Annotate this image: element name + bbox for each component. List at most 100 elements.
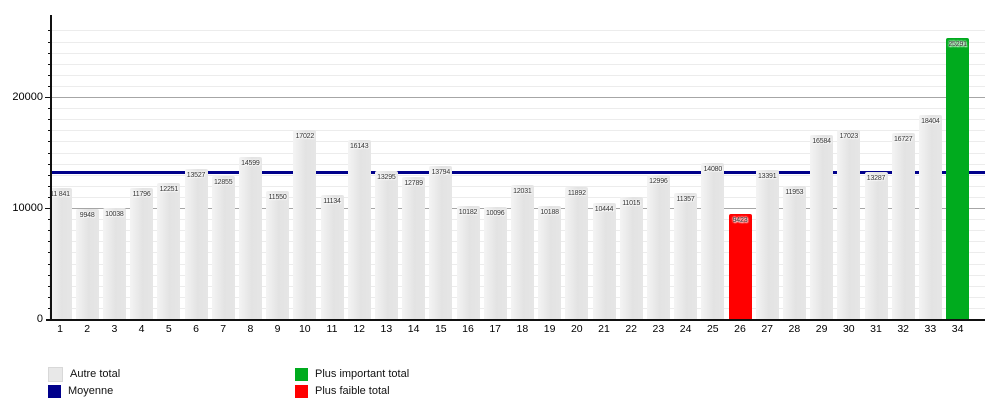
bar-value-label: 10444 — [594, 206, 614, 214]
bar — [891, 133, 915, 319]
y-axis-tick — [48, 263, 50, 265]
y-axis-tick — [48, 30, 50, 32]
x-axis-label: 9 — [274, 323, 281, 335]
bar — [130, 188, 154, 319]
bar — [782, 186, 806, 319]
bar-value-label: 11796 — [132, 191, 151, 199]
legend-swatch-moyenne — [48, 384, 61, 398]
minor-gridline — [50, 74, 985, 76]
y-axis-tick — [48, 63, 50, 65]
bar — [701, 162, 725, 319]
y-axis-tick — [48, 41, 50, 43]
bar-value-label: 10188 — [540, 208, 559, 216]
minor-gridline — [50, 174, 985, 176]
bar-value-label: 9948 — [79, 211, 95, 219]
y-axis-tick — [48, 185, 50, 187]
x-axis-label: 18 — [516, 323, 529, 335]
bar — [429, 165, 453, 319]
legend-swatch-autre-total — [48, 366, 63, 382]
x-axis-label: 14 — [407, 323, 420, 335]
x-axis-label: 33 — [924, 323, 937, 335]
minor-gridline — [50, 52, 985, 54]
y-axis-tick — [48, 141, 50, 143]
legend-label: Plus important total — [315, 368, 410, 380]
bar — [347, 139, 371, 319]
bar — [674, 192, 698, 319]
bar-value-label: 12251 — [159, 186, 179, 193]
bar — [592, 203, 616, 319]
bar-value-label: 10038 — [105, 210, 124, 218]
bar-value-label: 10182 — [458, 208, 478, 216]
bar — [48, 187, 72, 319]
bar — [102, 207, 126, 319]
bar-value-label: 9423 — [732, 217, 748, 225]
bar-value-label: 16143 — [349, 142, 369, 150]
bar-value-label: 11 841 — [50, 190, 70, 198]
bar — [755, 170, 779, 319]
y-axis-tick — [48, 119, 50, 121]
bar-value-label: 13391 — [757, 173, 777, 181]
legend: Autre total Moyenne Plus important total… — [0, 362, 1000, 400]
x-axis-label: 32 — [897, 323, 910, 335]
x-axis-label: 1 — [57, 323, 63, 335]
minor-gridline — [50, 108, 985, 110]
bar — [483, 206, 507, 319]
legend-swatch-plus-important — [295, 367, 308, 381]
y-axis-tick — [48, 285, 50, 287]
minor-gridline — [50, 30, 985, 32]
bar — [837, 130, 861, 319]
bar — [456, 205, 480, 319]
legend-swatch-plus-faible — [295, 384, 308, 398]
bar-value-label: 11357 — [676, 195, 695, 203]
bar-plus-important — [946, 38, 970, 319]
y-axis-tick — [48, 52, 50, 54]
bar-value-label: 11550 — [268, 193, 287, 201]
x-axis-label: 19 — [543, 323, 556, 335]
minor-gridline — [50, 130, 985, 132]
minor-gridline — [50, 41, 985, 43]
y-axis-tick — [48, 196, 50, 198]
bar — [184, 168, 208, 319]
bar — [864, 171, 888, 319]
bar — [510, 185, 534, 319]
x-axis-label: 15 — [434, 323, 447, 335]
y-axis-tick — [48, 274, 50, 276]
y-axis-tick — [48, 307, 50, 309]
x-axis-label: 4 — [138, 323, 145, 335]
x-axis-label: 10 — [298, 323, 311, 335]
bar-value-label: 11015 — [622, 199, 641, 207]
bar — [619, 196, 643, 319]
y-axis-tick-label: 10000 — [12, 202, 43, 214]
legend-label: Moyenne — [68, 385, 114, 397]
y-axis-tick — [48, 85, 50, 87]
bar — [293, 130, 317, 319]
x-axis-label: 21 — [598, 323, 610, 335]
bar-value-label: 14599 — [241, 159, 260, 167]
y-axis-tick — [48, 108, 50, 110]
bar — [157, 183, 181, 319]
moyenne-average-line — [50, 171, 985, 175]
x-axis-line — [46, 319, 985, 321]
bar — [75, 208, 99, 319]
legend-item-moyenne: Moyenne — [48, 384, 113, 398]
bar-value-label: 12855 — [213, 179, 233, 187]
y-axis-tick — [48, 296, 50, 298]
x-axis-label: 16 — [462, 323, 474, 335]
x-axis-label: 2 — [84, 323, 91, 335]
bar-value-label: 12031 — [513, 188, 532, 196]
legend-item-plus-important: Plus important total — [295, 367, 409, 381]
bar — [402, 177, 426, 319]
y-axis-tick — [48, 152, 50, 154]
bar-value-label: 12996 — [649, 177, 668, 185]
bar-value-label: 16584 — [812, 137, 831, 145]
bar — [211, 176, 235, 319]
y-axis-tick — [48, 174, 50, 176]
x-axis-label: 5 — [165, 323, 172, 335]
y-axis-tick-label: 0 — [36, 313, 43, 325]
bar-value-label: 14080 — [703, 165, 723, 173]
bar-value-label: 13287 — [866, 174, 886, 182]
x-axis-label: 3 — [111, 323, 118, 335]
x-axis-label: 30 — [842, 323, 855, 335]
x-axis-label: 31 — [870, 323, 882, 335]
